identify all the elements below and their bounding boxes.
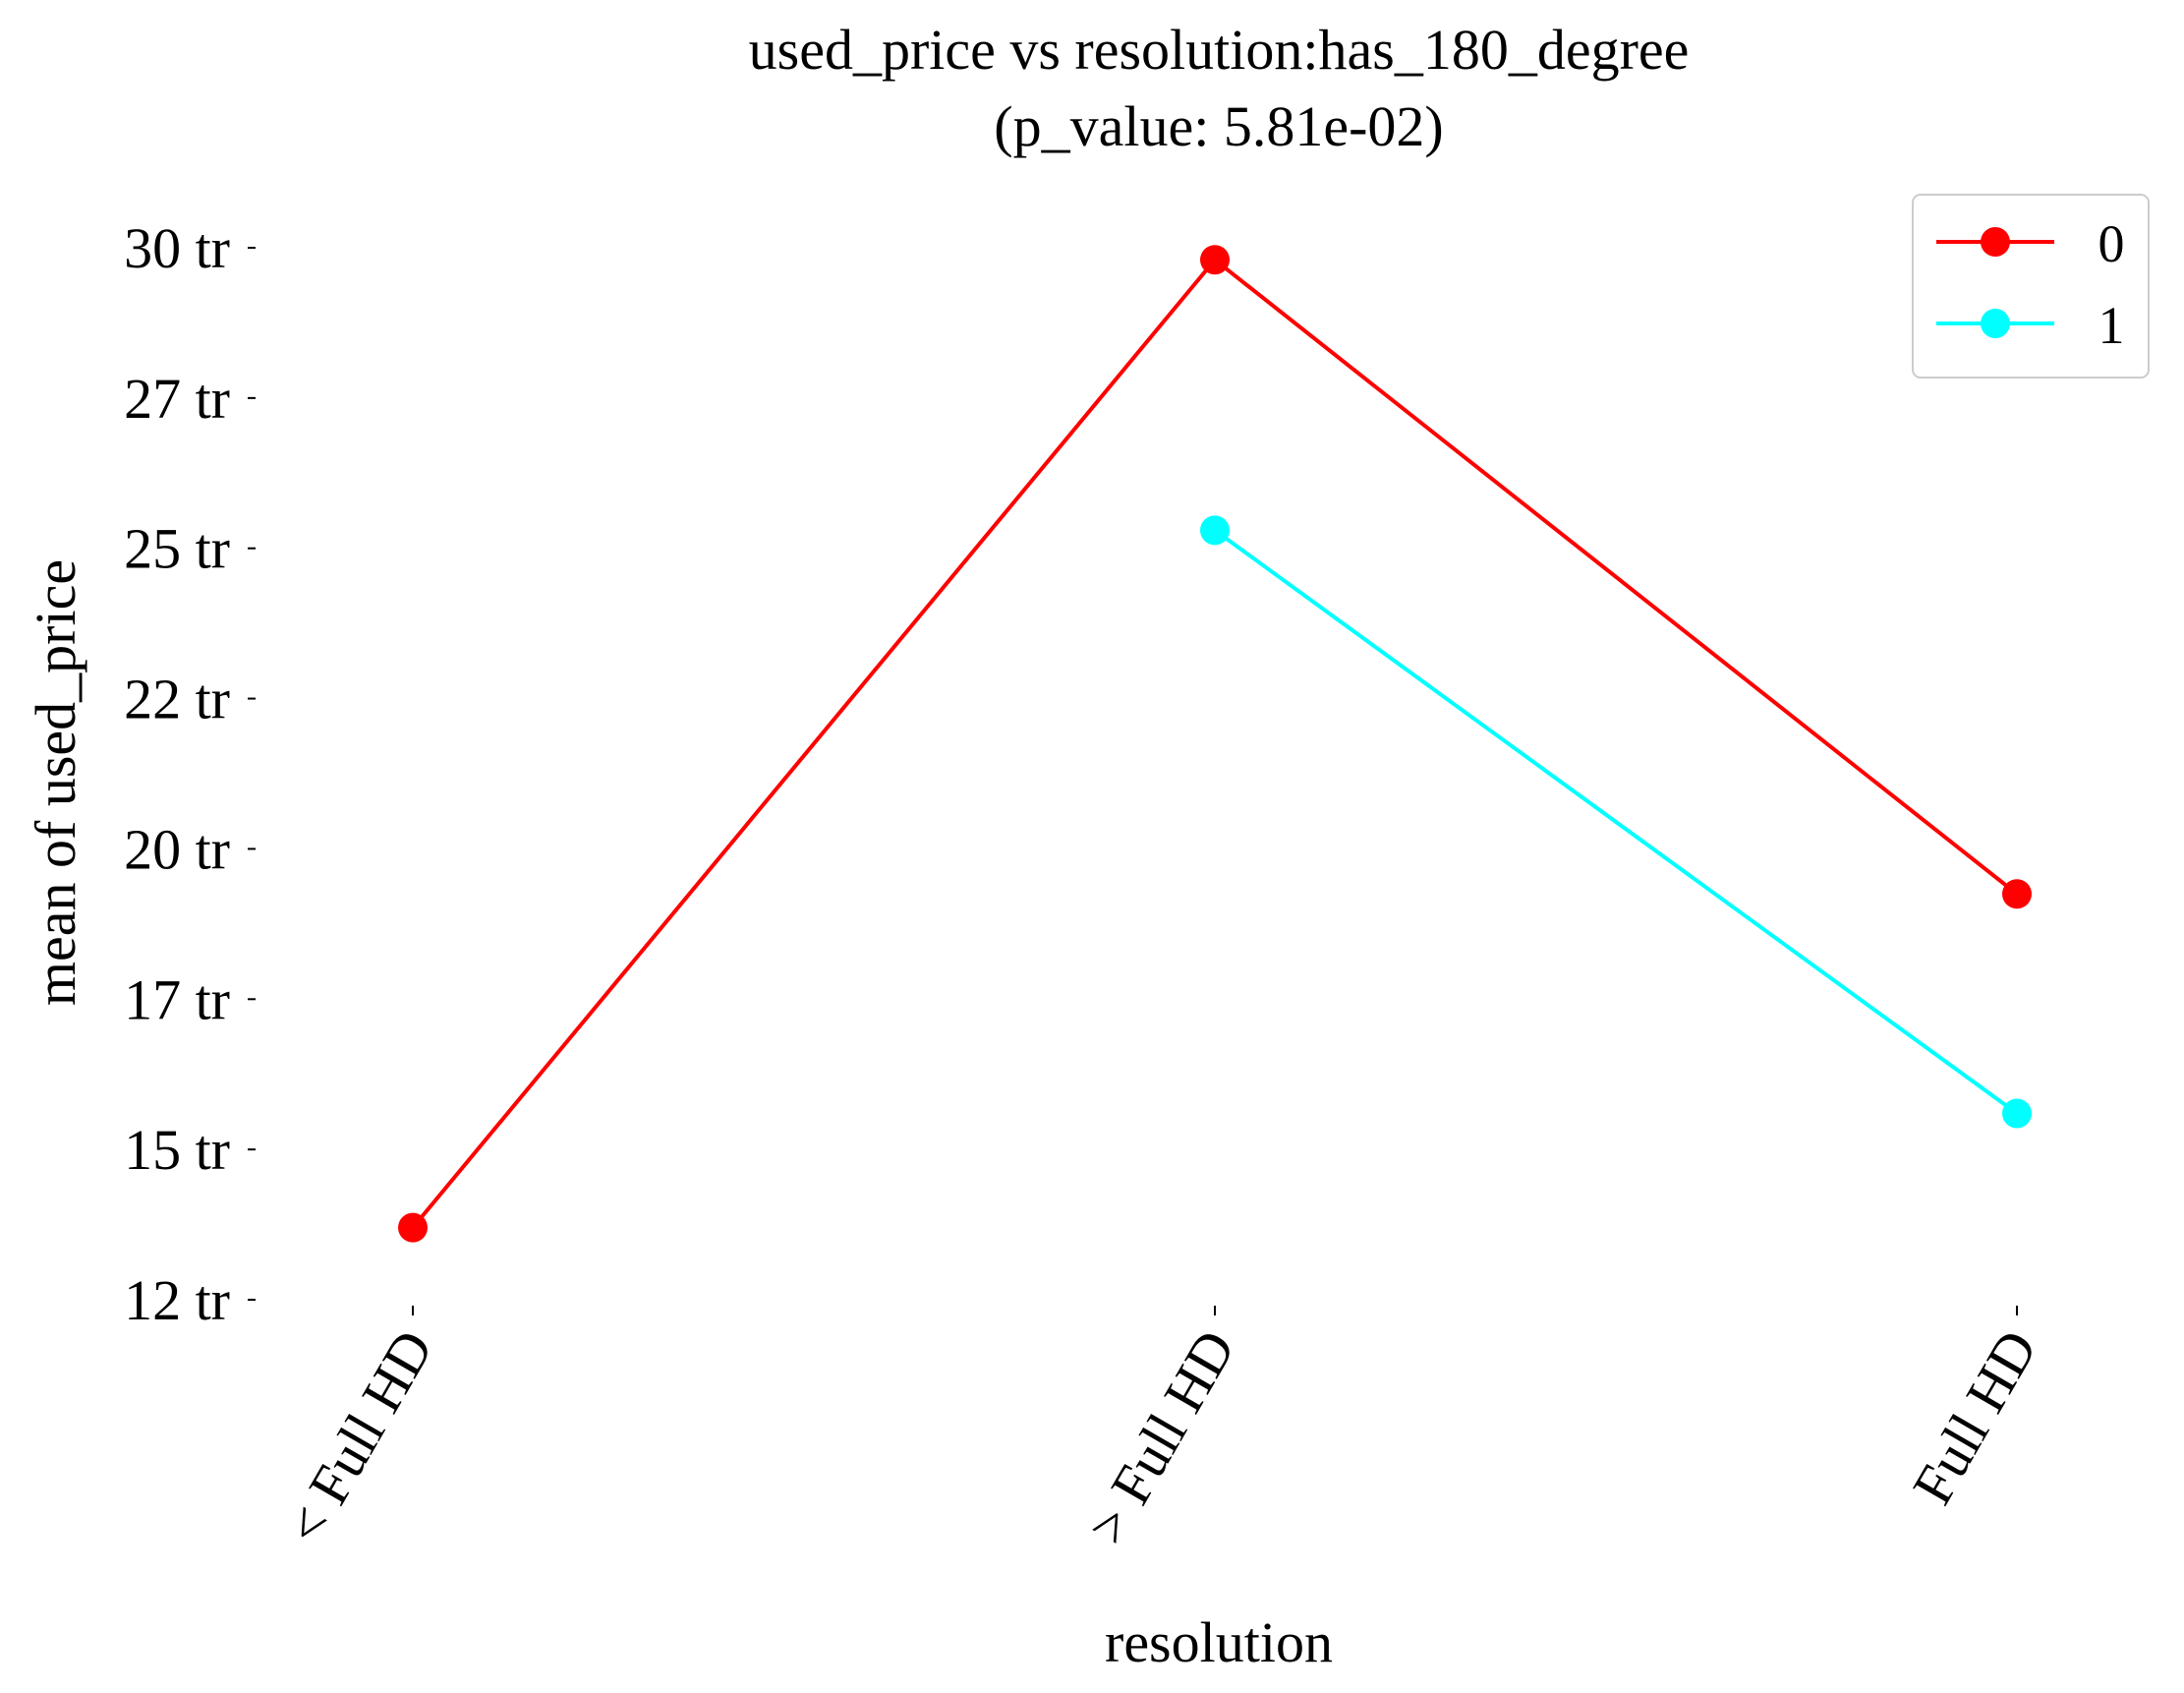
legend-marker-1 — [1981, 309, 2010, 338]
y-tick-label: 12 tr — [124, 1268, 230, 1332]
x-tick-label: Full HD — [1900, 1319, 2049, 1515]
y-tick-label: 22 tr — [124, 668, 230, 731]
data-point-series-1 — [1200, 515, 1230, 546]
data-point-series-0 — [1200, 245, 1230, 275]
legend-label-0: 0 — [2098, 214, 2125, 273]
y-tick-label: 17 tr — [124, 967, 230, 1031]
data-point-series-1 — [2002, 1098, 2032, 1129]
y-tick-label: 15 tr — [124, 1118, 230, 1182]
y-tick-label: 25 tr — [124, 517, 230, 581]
x-axis-label: resolution — [1105, 1610, 1333, 1674]
legend: 01 — [1912, 194, 2150, 379]
data-point-series-0 — [398, 1212, 428, 1243]
chart-subtitle: (p_value: 5.81e-02) — [994, 94, 1443, 158]
series-line-1 — [1213, 528, 2019, 1116]
series-group — [398, 245, 2032, 1243]
chart-title: used_price vs resolution:has_180_degree — [749, 18, 1690, 82]
y-tick-label: 20 tr — [124, 817, 230, 881]
x-tick-label: < Full HD — [272, 1319, 445, 1554]
series-line-0 — [411, 257, 2019, 1229]
x-tick-label: > Full HD — [1074, 1319, 1247, 1554]
y-tick-label: 27 tr — [124, 367, 230, 431]
legend-label-1: 1 — [2098, 296, 2125, 355]
legend-marker-0 — [1981, 227, 2010, 257]
y-axis-label: mean of used_price — [24, 559, 87, 1006]
y-tick-label: 30 tr — [124, 216, 230, 280]
data-point-series-0 — [2002, 879, 2032, 909]
